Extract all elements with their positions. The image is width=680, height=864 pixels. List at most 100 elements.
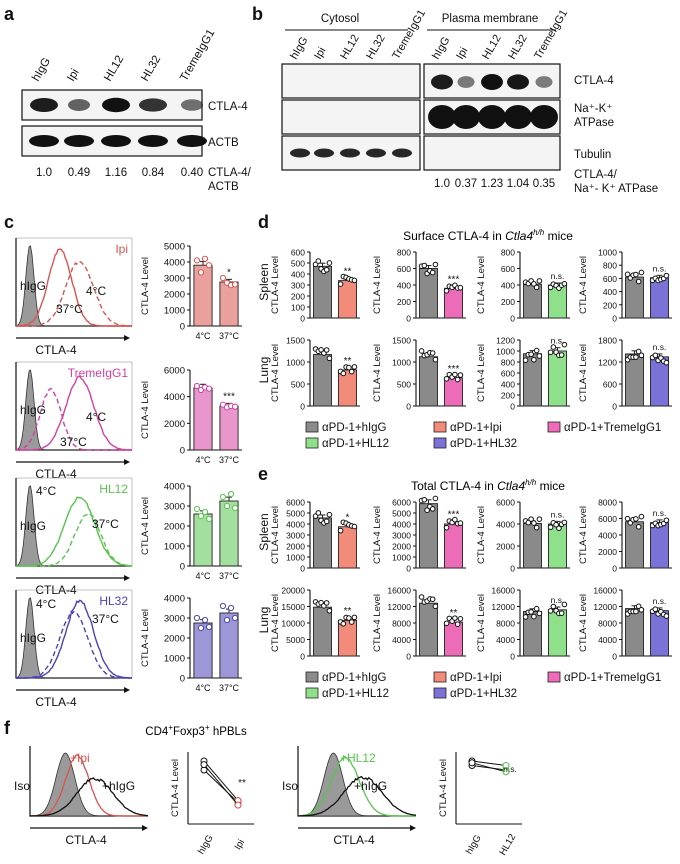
title-part: Total CTLA-4 in	[411, 479, 497, 493]
y-tick-label: 0	[612, 652, 617, 662]
significance-label: n.s.	[551, 509, 565, 519]
ratio-value-3: 1.04	[507, 178, 530, 190]
y-tick-label: 400	[501, 281, 515, 291]
histogram-dashed	[16, 610, 132, 679]
significance-label: **	[450, 608, 458, 619]
significance-label: *	[346, 512, 350, 523]
y-tick-label: 600	[501, 369, 515, 379]
y-axis-label: CTLA-4 Level	[140, 609, 151, 667]
data-point	[346, 615, 352, 621]
y-tick-label: 3000	[286, 531, 305, 541]
y-tick-label: 0	[180, 562, 185, 573]
temp-label-37c: 37°C	[56, 302, 83, 316]
y-tick-label: 1000	[392, 358, 411, 368]
x-axis-label: CTLA-4	[35, 343, 77, 357]
lane-label-pm-0: hIgG	[430, 35, 452, 62]
y-tick-label: 0	[180, 446, 185, 457]
data-point	[633, 271, 639, 278]
data-point	[638, 269, 645, 276]
data-point	[547, 524, 554, 531]
y-tick-label: 4000	[598, 531, 617, 541]
y-tick-label: 0	[406, 564, 411, 574]
band-tubulin-4	[392, 148, 412, 158]
blot-label: CTLA-4	[574, 75, 614, 87]
y-tick-label: 4000	[286, 520, 305, 530]
band-ctla4-1	[68, 99, 90, 111]
antibody-label: TremeIgG1	[68, 366, 129, 380]
lane-label-cyt-4: TremeIgG1	[390, 8, 428, 62]
x-category-label: hIgG	[196, 833, 216, 856]
blot-b-pm-ctla4	[423, 63, 561, 99]
y-tick-label: 0	[300, 314, 305, 324]
histogram-solid	[16, 375, 133, 451]
y-tick-label: 6000	[392, 498, 411, 508]
lane-label-cyt-2: HL12	[338, 33, 362, 62]
y-tick-label: 400	[603, 287, 617, 297]
y-tick-label: 1200	[496, 336, 515, 346]
y-tick-label: 8000	[392, 619, 411, 629]
lane-label-pm-2: HL12	[480, 33, 504, 62]
data-point	[624, 271, 631, 278]
significance-label: **	[238, 778, 246, 789]
data-point	[531, 613, 537, 620]
group-label-pm: Plasma membrane	[442, 13, 539, 25]
band-atpase-0	[428, 105, 456, 129]
isotype-label: Iso	[282, 779, 298, 793]
histogram-HL32	[15, 590, 132, 679]
data-point	[652, 352, 659, 359]
data-point	[528, 516, 534, 522]
y-axis-label: CTLA-4 Level	[578, 594, 589, 652]
y-tick-label: 12000	[593, 602, 617, 612]
temp-label-37c: 37°C	[92, 612, 119, 626]
significance-label: **	[344, 266, 352, 277]
data-point	[337, 281, 344, 287]
blot-a-actb	[21, 125, 207, 157]
treat-label: +Ipi	[70, 751, 90, 765]
data-point	[346, 364, 352, 371]
y-tick-label: 4000	[392, 635, 411, 645]
data-point	[424, 507, 430, 513]
legend-swatch-4	[433, 437, 447, 449]
x-category-label: hIgG	[464, 833, 484, 856]
data-point	[421, 262, 428, 269]
data-point	[323, 600, 330, 606]
data-point	[418, 594, 425, 600]
histogram-treated	[30, 753, 148, 817]
y-tick-label: 16000	[593, 586, 617, 596]
histogram-dashed	[16, 260, 132, 327]
data-point	[219, 493, 227, 501]
barchart-d-lung-0: 0 500 1000 1500 ** CTLA-4 Level	[270, 336, 360, 412]
blot-label: ACTB	[208, 137, 239, 149]
data-point	[348, 619, 355, 625]
panel-letter-b: b	[252, 4, 263, 24]
y-tick-label: 5000	[286, 635, 305, 645]
barchart-e-lung-2: 0 4000 8000 12000 16000 n.s. CTLA-4 Level	[476, 586, 570, 662]
histogram-reference	[29, 777, 149, 817]
y-tick-label: 8000	[496, 619, 515, 629]
arrow-head	[142, 825, 148, 831]
histogram-Ipi	[15, 238, 132, 327]
data-point	[533, 284, 540, 291]
data-point	[531, 356, 537, 363]
data-point	[231, 281, 239, 288]
y-tick-label: 3000	[392, 531, 411, 541]
data-point	[553, 521, 559, 528]
panel-letter-c: c	[4, 212, 14, 232]
significance-label: **	[344, 606, 352, 617]
data-point	[454, 621, 461, 627]
significance-label: ***	[448, 364, 460, 375]
data-point	[429, 506, 436, 512]
y-tick-label: 0	[406, 652, 411, 662]
legend-label-0: αPD-1+hIgG	[322, 422, 387, 434]
treat-label: +HL12	[340, 751, 376, 765]
y-axis-label: CTLA-4 Level	[476, 344, 487, 402]
y-tick-label: 600	[603, 380, 617, 390]
data-point	[323, 267, 330, 273]
data-point	[227, 604, 235, 612]
data-point	[432, 495, 439, 502]
data-point	[223, 616, 231, 624]
data-point	[201, 508, 209, 516]
